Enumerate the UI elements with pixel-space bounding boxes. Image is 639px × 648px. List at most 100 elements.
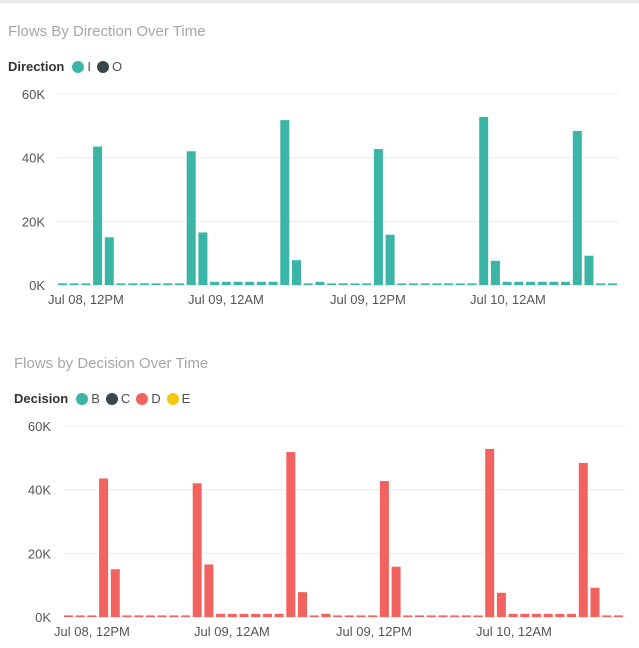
bar <box>362 283 372 285</box>
bar <box>415 615 424 617</box>
bar <box>379 481 389 617</box>
bar <box>286 452 296 617</box>
bar <box>175 283 184 285</box>
bar <box>350 283 360 285</box>
bar <box>526 281 535 285</box>
bar <box>58 283 67 285</box>
bar <box>93 146 103 285</box>
bar <box>596 283 606 285</box>
x-tick-label: Jul 09, 12PM <box>330 292 406 307</box>
y-tick-label: 20K <box>22 214 45 229</box>
bar <box>110 569 120 617</box>
legend-item-i[interactable]: I <box>72 59 91 74</box>
legend-item-d[interactable]: D <box>136 391 161 406</box>
bar <box>75 615 85 617</box>
bar <box>572 130 582 285</box>
bar <box>192 483 202 617</box>
legend-title: Decision <box>14 391 69 406</box>
x-tick-label: Jul 09, 12PM <box>336 624 412 639</box>
bar <box>356 615 366 617</box>
legend-label: D <box>151 391 161 406</box>
bar <box>157 615 167 617</box>
y-tick-label: 0K <box>29 278 45 293</box>
bar <box>607 283 617 285</box>
chart-legend: Direction I O <box>8 59 128 74</box>
bar <box>104 237 114 285</box>
bar <box>502 281 512 285</box>
x-tick-label: Jul 10, 12AM <box>470 292 546 307</box>
bar <box>508 613 518 617</box>
legend-label: O <box>111 59 123 74</box>
bar <box>298 592 307 617</box>
bar <box>490 260 500 285</box>
bar <box>532 613 541 617</box>
bar <box>163 283 173 285</box>
bar <box>274 613 284 617</box>
bar <box>268 281 278 285</box>
bar <box>315 281 325 285</box>
decision-chart-panel: Flows by Decision Over Time Decision B C… <box>0 332 639 648</box>
legend-dot-icon <box>136 392 149 405</box>
chart-legend: Decision B C D E <box>14 391 196 406</box>
bar <box>426 615 436 617</box>
bar <box>251 613 261 617</box>
bar <box>87 615 97 617</box>
bar <box>198 232 208 285</box>
bar <box>116 283 126 285</box>
bar <box>409 283 418 285</box>
bar <box>303 283 313 285</box>
x-tick-label: Jul 10, 12AM <box>476 624 552 639</box>
legend-item-e[interactable]: E <box>166 391 191 406</box>
bar <box>239 613 249 617</box>
legend-title: Direction <box>8 59 65 74</box>
bar <box>333 615 343 617</box>
bar <box>321 613 331 617</box>
bar <box>81 283 91 285</box>
bar <box>186 151 196 285</box>
bar <box>280 120 290 285</box>
bar <box>520 613 530 617</box>
bar <box>122 615 132 617</box>
bar <box>391 566 401 617</box>
direction-chart-panel: Flows By Direction Over Time Direction I… <box>8 23 619 307</box>
legend-dot-icon <box>96 60 109 73</box>
bar <box>485 448 495 617</box>
legend-dot-icon <box>76 392 89 405</box>
legend-item-b[interactable]: B <box>76 391 100 406</box>
y-tick-label: 20K <box>28 546 51 561</box>
bar <box>578 462 588 617</box>
bar <box>432 283 442 285</box>
bar <box>514 281 524 285</box>
bar <box>479 116 489 285</box>
y-tick-label: 40K <box>22 151 45 166</box>
bar <box>262 613 272 617</box>
bar <box>555 613 565 617</box>
bar <box>134 615 144 617</box>
bar <box>227 613 237 617</box>
legend-dot-icon <box>166 392 179 405</box>
bar <box>397 283 407 285</box>
legend-dot-icon <box>105 392 118 405</box>
bar <box>233 281 243 285</box>
bar <box>549 281 559 285</box>
legend-item-o[interactable]: O <box>96 59 123 74</box>
bar <box>368 615 378 617</box>
direction-bar-chart: 0K 20K 40K 60K Jul 08, 12PM Jul 09, 12AM Jul 0… <box>22 87 619 307</box>
x-tick-label: Jul 08, 12PM <box>48 292 124 307</box>
bar <box>602 615 612 617</box>
bar <box>403 615 413 617</box>
bar <box>567 613 577 617</box>
bar <box>139 283 149 285</box>
legend-label: E <box>181 391 191 406</box>
bar <box>455 283 465 285</box>
bar <box>450 615 460 617</box>
bar <box>444 283 454 285</box>
y-tick-label: 40K <box>28 483 51 498</box>
bar <box>344 615 354 617</box>
bar <box>216 613 226 617</box>
bar <box>210 281 220 285</box>
bar <box>338 283 348 285</box>
chart-title: Flows by Decision Over Time <box>14 355 209 372</box>
legend-item-c[interactable]: C <box>105 391 131 406</box>
legend-label: C <box>120 391 131 406</box>
